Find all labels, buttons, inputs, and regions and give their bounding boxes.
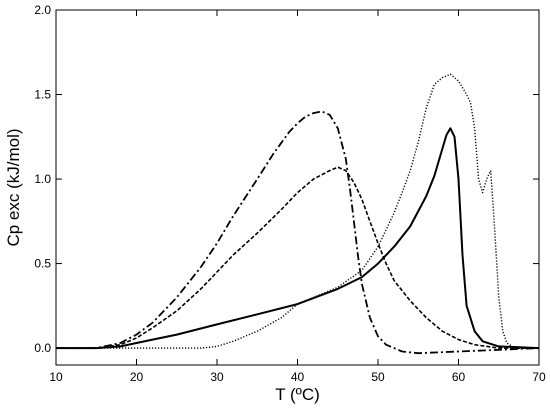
x-tick-label: 50 xyxy=(371,370,385,384)
series-line-dotted xyxy=(56,73,539,349)
x-tick-label: 40 xyxy=(291,370,305,384)
series-line-dash-dot xyxy=(56,110,540,355)
y-tick-label: 0.5 xyxy=(34,257,51,271)
plot-frame xyxy=(55,9,540,366)
plot-marks xyxy=(56,73,540,355)
y-axis-label: Cp exc (kJ/mol) xyxy=(4,128,23,246)
x-axis-label: T (ºC) xyxy=(275,385,320,404)
y-tick-label: 1.0 xyxy=(34,172,51,186)
x-tick-label: 60 xyxy=(452,370,466,384)
x-tick-label: 70 xyxy=(532,370,546,384)
y-tick-label: 2.0 xyxy=(34,3,51,17)
y-tick-label: 0.0 xyxy=(34,341,51,355)
y-tick-label: 1.5 xyxy=(34,88,51,102)
x-tick-label: 30 xyxy=(210,370,224,384)
x-tick-label: 20 xyxy=(130,370,144,384)
axis-ticks: 10 20 30 40 50 60 70 0.0 0.5 1.0 1.5 2.0 xyxy=(34,3,546,384)
series-line-dashed xyxy=(56,166,539,349)
x-tick-label: 10 xyxy=(49,370,63,384)
series-line-solid xyxy=(56,127,540,350)
